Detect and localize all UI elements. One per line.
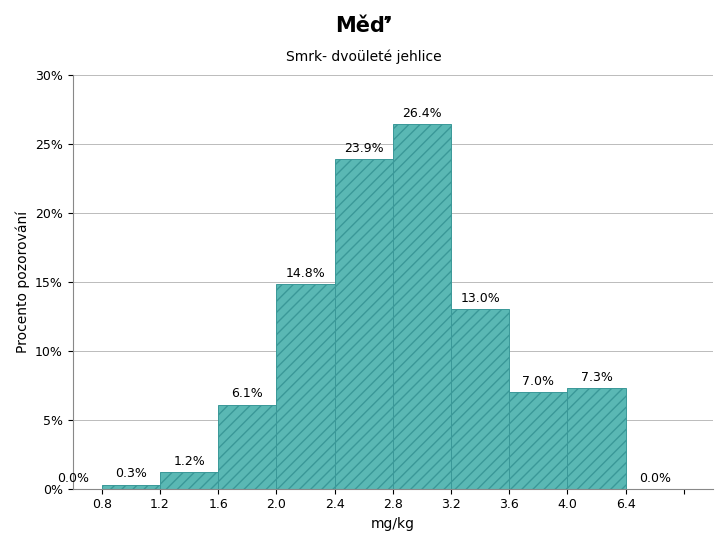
Bar <box>393 124 451 489</box>
Bar <box>451 309 510 489</box>
Text: 26.4%: 26.4% <box>402 107 442 120</box>
Text: Smrk- dvoületé jehlice: Smrk- dvoületé jehlice <box>286 49 442 64</box>
Bar <box>335 159 393 489</box>
Bar <box>102 485 160 489</box>
Text: 13.0%: 13.0% <box>460 292 500 305</box>
Bar <box>510 392 567 489</box>
Text: 14.8%: 14.8% <box>285 268 325 280</box>
Text: Měďʼ: Měďʼ <box>335 16 393 37</box>
X-axis label: mg/kg: mg/kg <box>371 517 415 531</box>
Text: 0.0%: 0.0% <box>638 472 670 485</box>
Text: 6.1%: 6.1% <box>232 387 263 400</box>
Bar <box>160 472 218 489</box>
Text: 1.2%: 1.2% <box>173 455 205 468</box>
Bar <box>567 388 625 489</box>
Text: 7.3%: 7.3% <box>581 371 612 384</box>
Y-axis label: Procento pozorování: Procento pozorování <box>15 211 30 353</box>
Bar <box>218 405 277 489</box>
Text: 0.0%: 0.0% <box>57 472 89 485</box>
Text: 7.0%: 7.0% <box>523 375 554 388</box>
Text: 0.3%: 0.3% <box>115 467 147 480</box>
Text: 23.9%: 23.9% <box>344 141 384 155</box>
Bar <box>277 284 335 489</box>
